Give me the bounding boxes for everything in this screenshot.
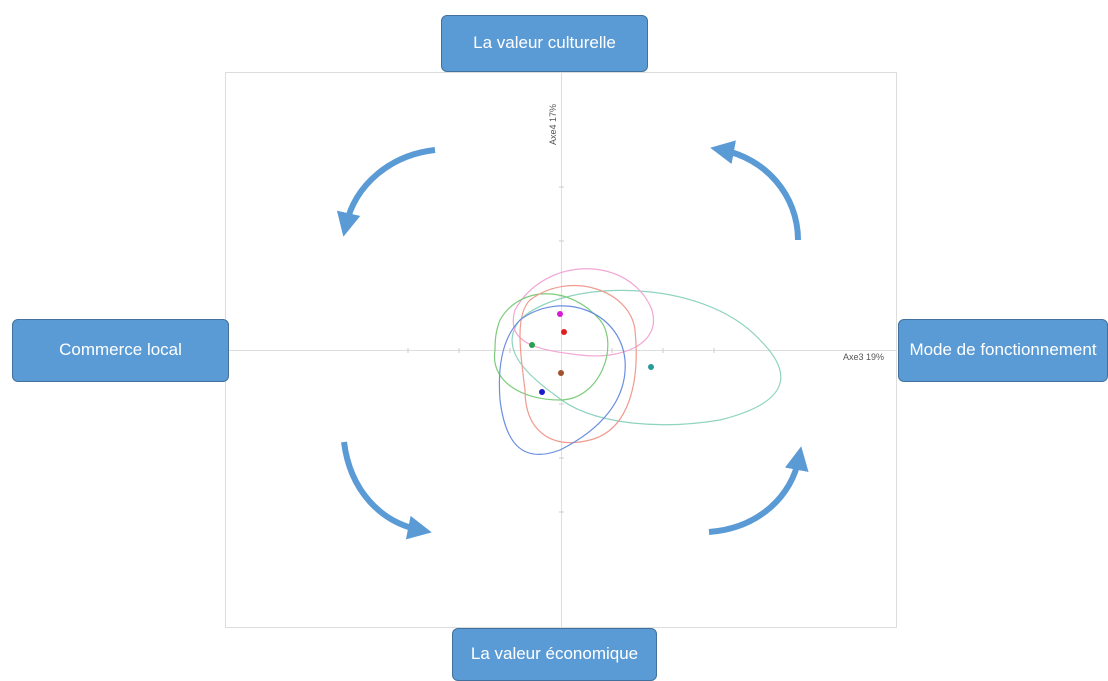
top-box: La valeur culturelle [441, 15, 648, 72]
arrows [336, 140, 809, 540]
right-box: Mode de fonctionnement [898, 319, 1108, 382]
bottom-box: La valeur économique [452, 628, 657, 681]
y-axis-label: Axe4 17% [548, 104, 558, 145]
axis-ticks [407, 186, 715, 513]
points [529, 311, 654, 395]
x-axis-label: Axe3 19% [843, 352, 884, 362]
left-box: Commerce local [12, 319, 229, 382]
ellipses [493, 268, 782, 455]
